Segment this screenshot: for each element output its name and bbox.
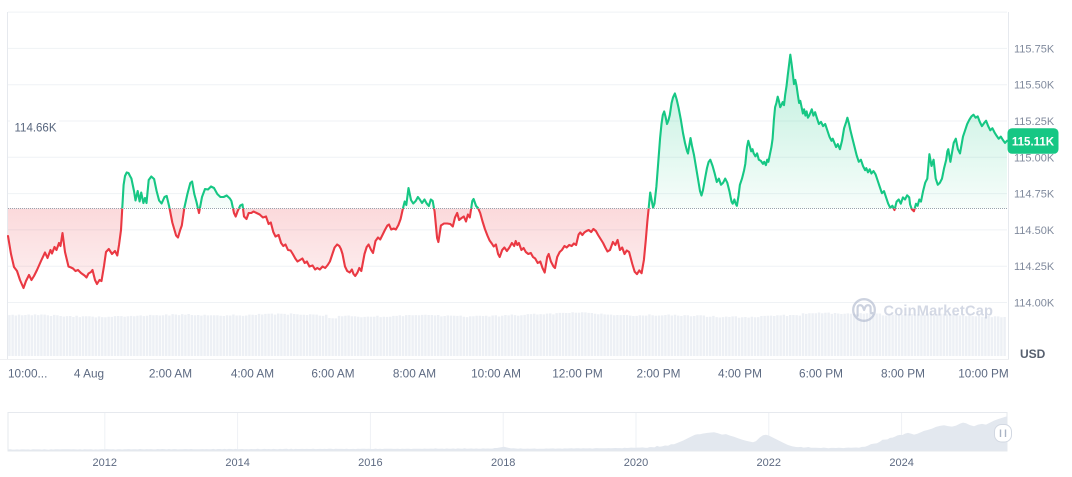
svg-text:2024: 2024 (889, 457, 913, 469)
svg-text:2014: 2014 (225, 457, 249, 469)
svg-text:6:00 AM: 6:00 AM (311, 367, 354, 381)
svg-text:2018: 2018 (491, 457, 515, 469)
svg-text:4:00 AM: 4:00 AM (231, 367, 274, 381)
svg-text:115.50K: 115.50K (1014, 80, 1055, 92)
svg-text:4:00 PM: 4:00 PM (718, 367, 762, 381)
svg-text:2:00 PM: 2:00 PM (637, 367, 681, 381)
svg-text:2:00 AM: 2:00 AM (149, 367, 192, 381)
svg-text:114.50K: 114.50K (1014, 225, 1055, 237)
svg-text:2012: 2012 (93, 457, 117, 469)
svg-text:10:00 PM: 10:00 PM (958, 367, 1009, 381)
svg-text:2016: 2016 (358, 457, 382, 469)
svg-text:114.25K: 114.25K (1014, 261, 1055, 273)
svg-text:8:00 PM: 8:00 PM (881, 367, 925, 381)
svg-text:USD: USD (1020, 347, 1046, 361)
svg-text:115.11K: 115.11K (1012, 136, 1055, 148)
svg-text:115.00K: 115.00K (1014, 152, 1055, 164)
svg-text:6:00 PM: 6:00 PM (799, 367, 843, 381)
svg-text:10:00...: 10:00... (8, 367, 47, 381)
svg-text:114.66K: 114.66K (15, 123, 57, 135)
svg-text:2020: 2020 (624, 457, 648, 469)
svg-text:115.75K: 115.75K (1014, 43, 1055, 55)
svg-text:115.25K: 115.25K (1014, 116, 1055, 128)
svg-text:4 Aug: 4 Aug (74, 367, 104, 381)
svg-text:12:00 PM: 12:00 PM (552, 367, 603, 381)
svg-text:10:00 AM: 10:00 AM (471, 367, 521, 381)
svg-text:CoinMarketCap: CoinMarketCap (884, 303, 994, 319)
svg-text:114.75K: 114.75K (1014, 189, 1055, 201)
svg-text:8:00 AM: 8:00 AM (393, 367, 436, 381)
svg-text:2022: 2022 (757, 457, 781, 469)
svg-text:114.00K: 114.00K (1014, 298, 1055, 310)
